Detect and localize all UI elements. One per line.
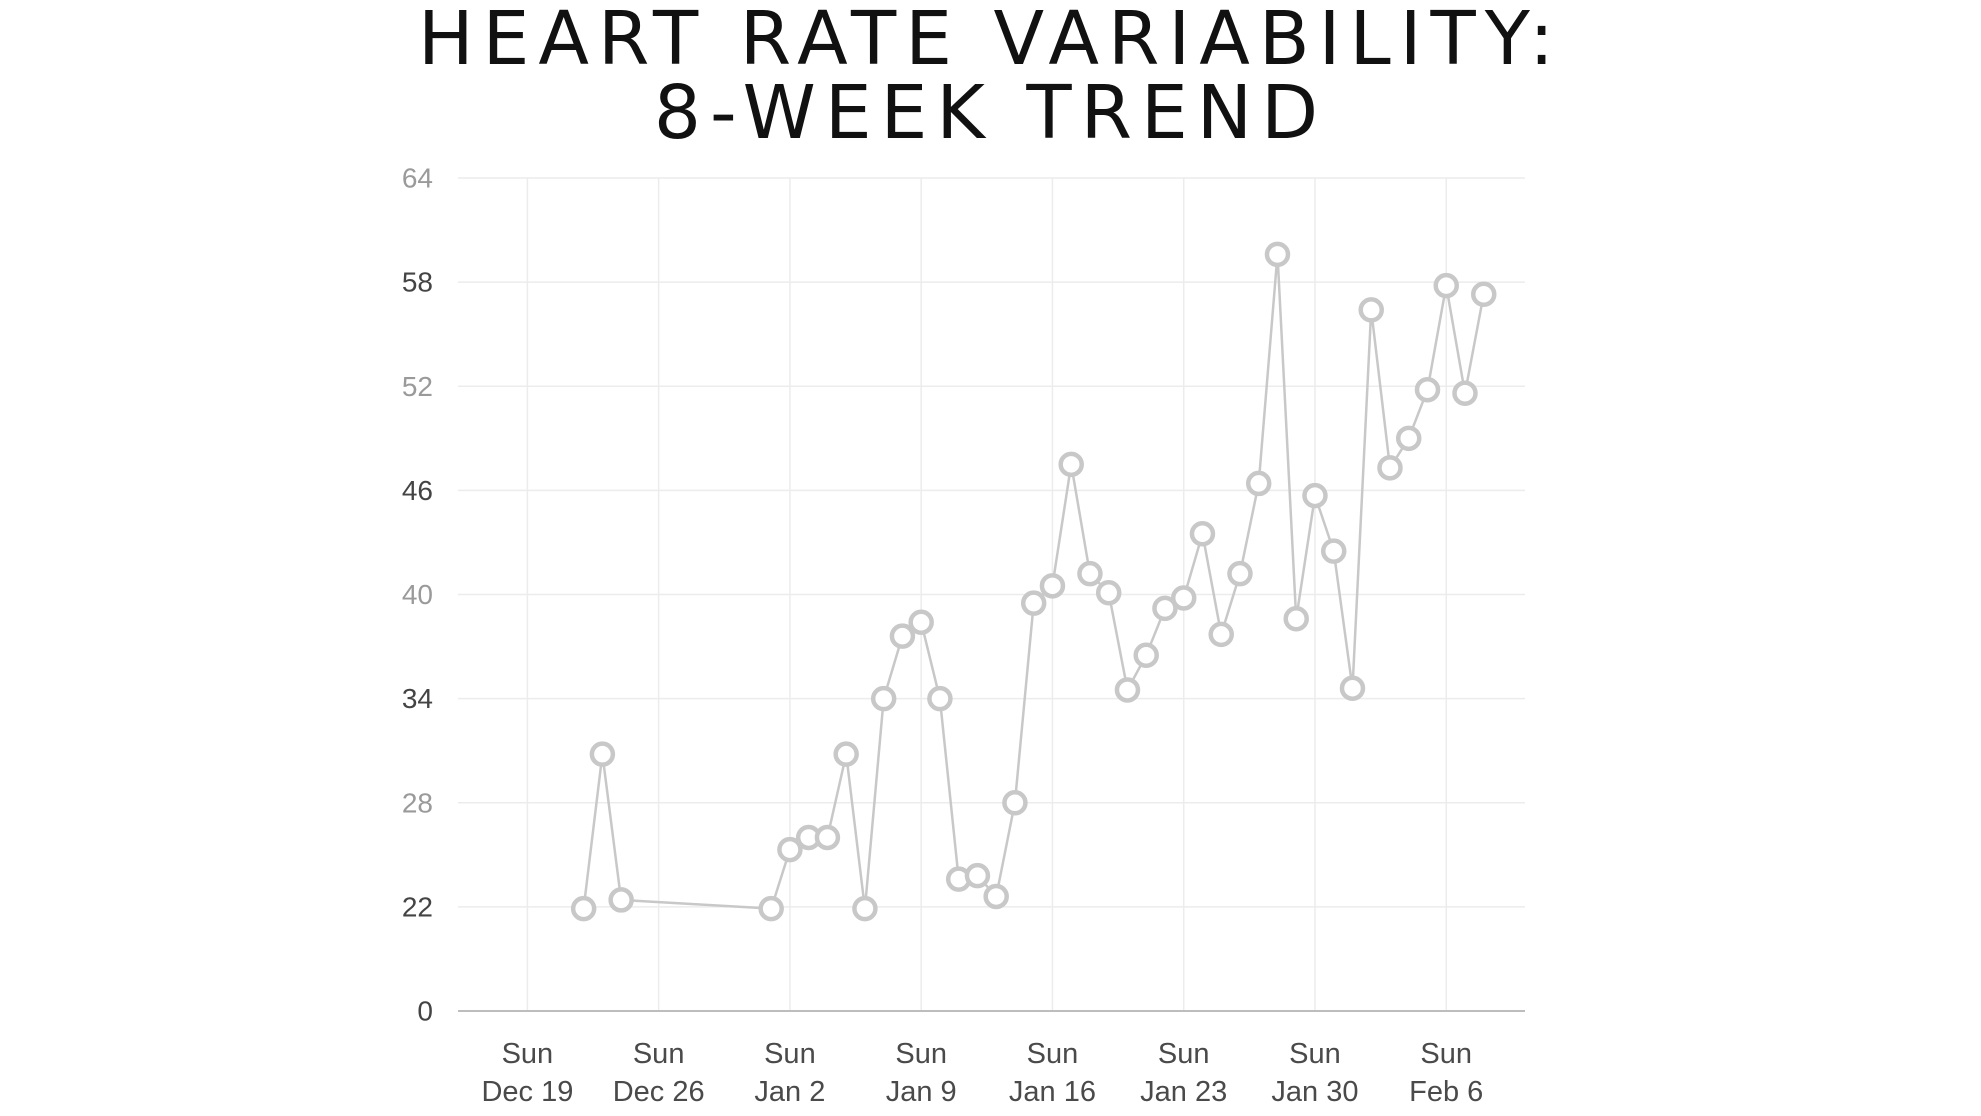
data-point: [1452, 380, 1478, 406]
data-point: [1283, 606, 1309, 632]
x-tick-weekday: Sun: [633, 1038, 685, 1070]
x-tick-weekday: Sun: [764, 1038, 816, 1070]
data-point: [814, 824, 841, 851]
data-point: [1002, 790, 1028, 816]
data-point: [1095, 580, 1122, 606]
data-point: [1114, 677, 1141, 703]
series-hrv: [570, 241, 1497, 922]
data-point: [1470, 281, 1497, 308]
data-point: [1358, 297, 1384, 323]
data-point: [777, 836, 803, 863]
chart-title-line-2: 8-WEEK TREND: [653, 70, 1328, 156]
data-point: [870, 685, 897, 712]
data-point: [1208, 621, 1234, 648]
data-point: [1245, 470, 1272, 497]
data-point: [1227, 560, 1253, 587]
y-axis-tick-labels: 0 22 28 34 40 46 52 58 64: [402, 163, 433, 1027]
x-tick-date: Jan 9: [886, 1076, 957, 1108]
x-tick-weekday: Sun: [1420, 1038, 1472, 1070]
x-tick-date: Jan 23: [1140, 1076, 1227, 1108]
x-tick-label-jan-2: Sun Jan 2: [754, 1038, 825, 1108]
x-tick-date: Jan 2: [754, 1076, 825, 1108]
y-tick-label-40: 40: [402, 579, 433, 610]
y-tick-label-52: 52: [402, 371, 433, 402]
x-axis-tick-labels: Sun Dec 19 Sun Dec 26 Sun Jan 2 Sun Jan 9 Sun Jan…: [481, 1038, 1483, 1108]
x-tick-weekday: Sun: [895, 1038, 947, 1070]
data-point: [1058, 451, 1084, 478]
y-tick-label-58: 58: [402, 267, 433, 298]
data-point: [833, 741, 859, 767]
y-tick-label-22: 22: [402, 891, 433, 922]
x-tick-weekday: Sun: [1158, 1038, 1210, 1070]
data-point: [1433, 272, 1459, 299]
data-point: [1377, 455, 1403, 481]
data-point: [889, 623, 916, 649]
x-tick-weekday: Sun: [502, 1038, 554, 1070]
x-tick-weekday: Sun: [1289, 1038, 1341, 1070]
y-tick-label-0: 0: [417, 996, 433, 1027]
data-point: [608, 887, 634, 913]
data-point: [589, 741, 616, 767]
chart-title-line-1: HEART RATE VARIABILITY:: [417, 0, 1564, 82]
data-point: [1189, 521, 1216, 547]
data-point: [1133, 642, 1159, 668]
data-point: [908, 609, 934, 636]
y-tick-label-28: 28: [402, 787, 433, 818]
x-tick-date: Feb 6: [1409, 1076, 1483, 1108]
data-point: [1339, 675, 1366, 701]
x-tick-weekday: Sun: [1027, 1038, 1079, 1070]
data-point: [927, 685, 953, 712]
chart-title: HEART RATE VARIABILITY: 8-WEEK TREND: [0, 0, 1981, 150]
x-tick-date: Jan 16: [1009, 1076, 1096, 1108]
x-tick-date: Dec 26: [613, 1076, 705, 1108]
data-point: [1395, 425, 1422, 452]
data-point: [1320, 538, 1347, 564]
x-tick-label-jan-16: Sun Jan 16: [1009, 1038, 1096, 1108]
data-point: [1020, 590, 1047, 616]
x-tick-label-feb-6: Sun Feb 6: [1409, 1038, 1483, 1108]
x-tick-label-jan-23: Sun Jan 23: [1140, 1038, 1227, 1108]
x-tick-label-jan-30: Sun Jan 30: [1271, 1038, 1358, 1108]
data-point: [1264, 241, 1291, 268]
data-point: [1077, 560, 1103, 587]
data-point: [964, 862, 991, 889]
data-point: [1414, 376, 1441, 403]
data-point: [1152, 595, 1178, 622]
y-tick-label-64: 64: [402, 163, 433, 194]
grid-lines: [458, 177, 1525, 1011]
x-tick-label-dec-26: Sun Dec 26: [613, 1038, 705, 1108]
series-line-hrv: [582, 253, 1485, 910]
y-tick-label-46: 46: [402, 475, 433, 506]
data-point: [983, 883, 1009, 910]
y-tick-label-34: 34: [402, 683, 433, 714]
x-tick-date: Jan 30: [1271, 1076, 1358, 1108]
data-point: [1302, 482, 1328, 509]
data-point: [1039, 573, 1066, 599]
data-point: [1170, 585, 1197, 611]
data-point: [852, 895, 878, 922]
x-tick-label-dec-19: Sun Dec 19: [481, 1038, 573, 1108]
data-point: [758, 895, 784, 922]
x-tick-date: Dec 19: [481, 1076, 573, 1108]
data-point: [570, 895, 597, 922]
x-tick-label-jan-9: Sun Jan 9: [886, 1038, 957, 1108]
